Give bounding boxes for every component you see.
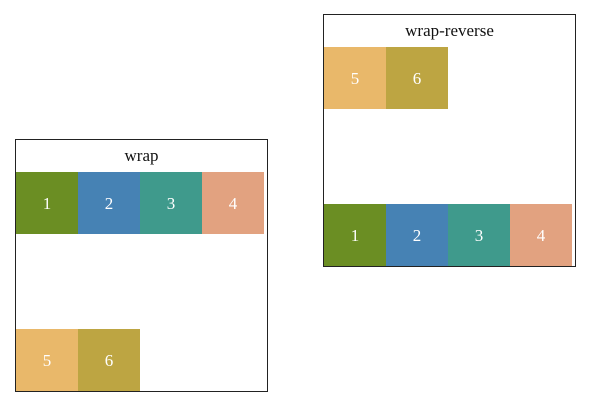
flex-wrap-reverse-container: wrap-reverse 1 2 3 4 5 6: [323, 14, 576, 267]
flex-item-6: 6: [386, 47, 448, 109]
flex-item-3: 3: [140, 172, 202, 234]
flex-items-area: 1 2 3 4 5 6: [16, 172, 267, 391]
flex-item-2: 2: [386, 204, 448, 266]
flex-item-5: 5: [324, 47, 386, 109]
flex-item-2: 2: [78, 172, 140, 234]
flex-item-3: 3: [448, 204, 510, 266]
flex-item-1: 1: [324, 204, 386, 266]
container-title: wrap: [124, 146, 159, 165]
flex-item-4: 4: [202, 172, 264, 234]
flex-items-area: 1 2 3 4 5 6: [324, 47, 575, 266]
container-title: wrap-reverse: [405, 21, 494, 40]
flex-item-4: 4: [510, 204, 572, 266]
flex-item-1: 1: [16, 172, 78, 234]
flex-item-6: 6: [78, 329, 140, 391]
flex-item-5: 5: [16, 329, 78, 391]
flex-wrap-container: wrap 1 2 3 4 5 6: [15, 139, 268, 392]
